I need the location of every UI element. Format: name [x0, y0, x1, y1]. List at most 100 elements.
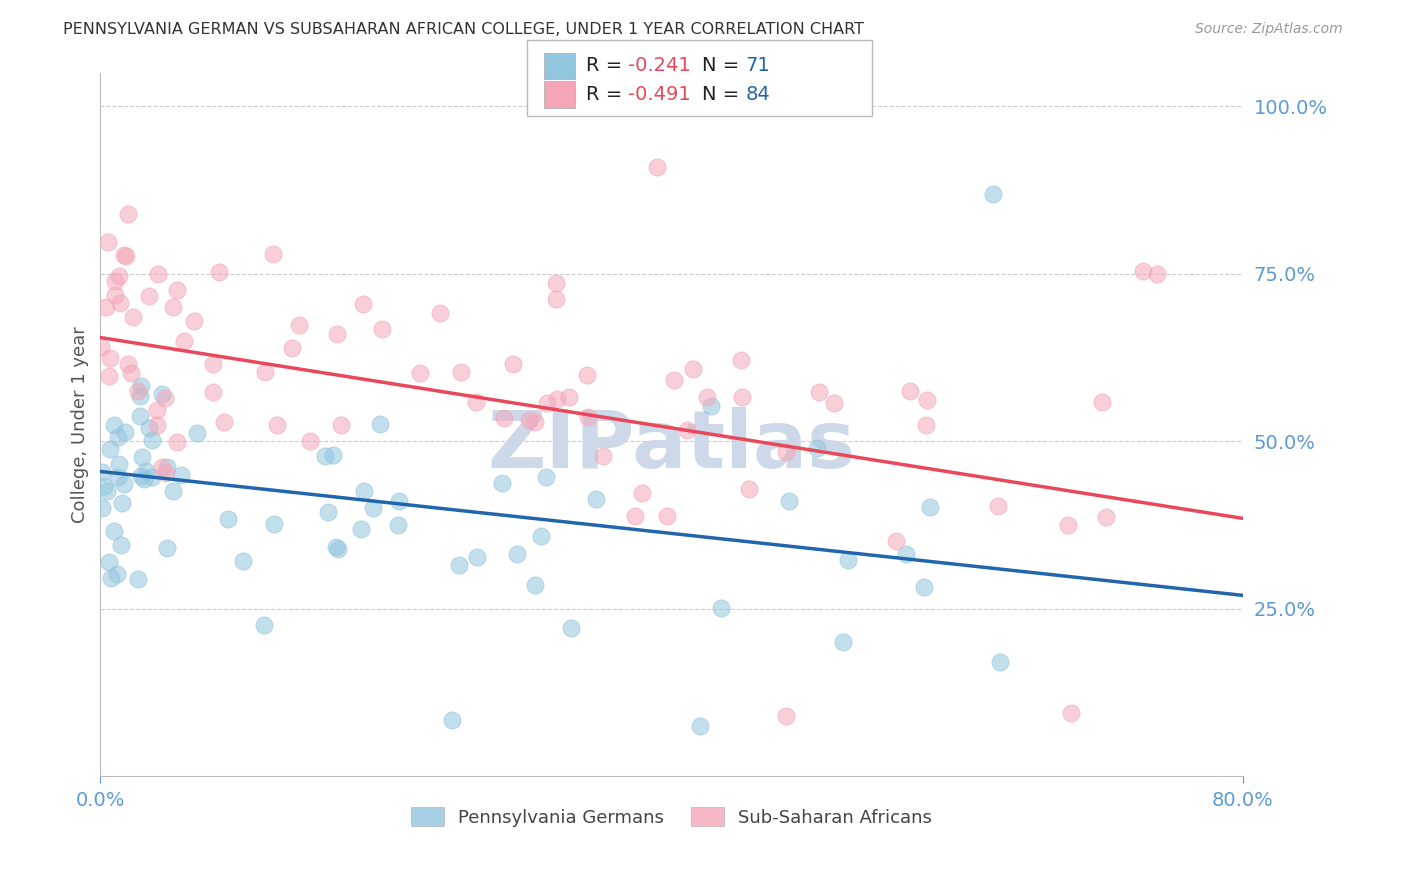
Point	[575, 368, 598, 382]
Point	[127, 384, 149, 399]
Point	[112, 247, 135, 261]
Point	[662, 373, 685, 387]
Point	[710, 600, 733, 615]
Point	[429, 306, 451, 320]
Point	[409, 366, 432, 380]
Point	[287, 318, 309, 332]
Point	[655, 509, 678, 524]
Point	[129, 469, 152, 483]
Point	[108, 457, 131, 471]
Point	[108, 269, 131, 284]
Point	[262, 247, 284, 261]
Point	[502, 357, 524, 371]
Point	[100, 570, 122, 584]
Point	[252, 618, 274, 632]
Text: N =: N =	[702, 85, 745, 103]
Point	[447, 558, 470, 573]
Point	[166, 283, 188, 297]
Text: N =: N =	[702, 56, 745, 75]
Point	[807, 385, 830, 400]
Point	[122, 310, 145, 324]
Point	[546, 277, 568, 291]
Point	[141, 433, 163, 447]
Point	[166, 435, 188, 450]
Point	[93, 479, 115, 493]
Point	[517, 413, 540, 427]
Point	[730, 391, 752, 405]
Point	[316, 506, 339, 520]
Point	[1091, 395, 1114, 409]
Point	[546, 292, 568, 306]
Point	[156, 541, 179, 556]
Point	[831, 635, 853, 649]
Point	[114, 425, 136, 439]
Point	[558, 390, 581, 404]
Point	[100, 351, 122, 365]
Text: 84: 84	[745, 85, 770, 103]
Point	[98, 556, 121, 570]
Point	[325, 540, 347, 554]
Point	[148, 268, 170, 282]
Text: -0.241: -0.241	[628, 56, 692, 75]
Point	[917, 393, 939, 408]
Point	[465, 550, 488, 565]
Point	[263, 517, 285, 532]
Point	[115, 249, 138, 263]
Point	[322, 449, 344, 463]
Point	[212, 415, 235, 429]
Point	[353, 483, 375, 498]
Point	[624, 509, 647, 524]
Point	[363, 500, 385, 515]
Point	[823, 396, 845, 410]
Point	[299, 434, 322, 449]
Point	[370, 321, 392, 335]
Point	[153, 391, 176, 405]
Point	[775, 445, 797, 459]
Point	[1057, 518, 1080, 533]
Point	[155, 466, 177, 480]
Point	[202, 384, 225, 399]
Point	[523, 578, 546, 592]
Point	[120, 366, 142, 380]
Point	[150, 459, 173, 474]
Point	[105, 567, 128, 582]
Point	[97, 235, 120, 250]
Point	[103, 417, 125, 432]
Point	[775, 709, 797, 723]
Point	[131, 450, 153, 464]
Text: R =: R =	[586, 56, 628, 75]
Point	[217, 511, 239, 525]
Point	[988, 656, 1011, 670]
Point	[91, 466, 114, 480]
Point	[737, 482, 759, 496]
Point	[150, 387, 173, 401]
Point	[254, 365, 277, 379]
Point	[107, 470, 129, 484]
Point	[94, 300, 117, 314]
Point	[146, 418, 169, 433]
Point	[104, 288, 127, 302]
Text: -0.491: -0.491	[628, 85, 692, 103]
Point	[266, 417, 288, 432]
Point	[330, 418, 353, 433]
Point	[806, 441, 828, 455]
Point	[135, 464, 157, 478]
Point	[585, 492, 607, 507]
Point	[546, 392, 568, 406]
Text: ZIPatlas: ZIPatlas	[488, 407, 856, 484]
Point	[117, 207, 139, 221]
Y-axis label: College, Under 1 year: College, Under 1 year	[72, 326, 89, 523]
Point	[1132, 263, 1154, 277]
Point	[325, 327, 347, 342]
Point	[1094, 510, 1116, 524]
Point	[162, 483, 184, 498]
Point	[778, 494, 800, 508]
Point	[96, 483, 118, 498]
Text: PENNSYLVANIA GERMAN VS SUBSAHARAN AFRICAN COLLEGE, UNDER 1 YEAR CORRELATION CHAR: PENNSYLVANIA GERMAN VS SUBSAHARAN AFRICA…	[63, 22, 865, 37]
Point	[388, 493, 411, 508]
Point	[112, 477, 135, 491]
Point	[576, 409, 599, 424]
Point	[560, 621, 582, 635]
Point	[631, 485, 654, 500]
Point	[894, 547, 917, 561]
